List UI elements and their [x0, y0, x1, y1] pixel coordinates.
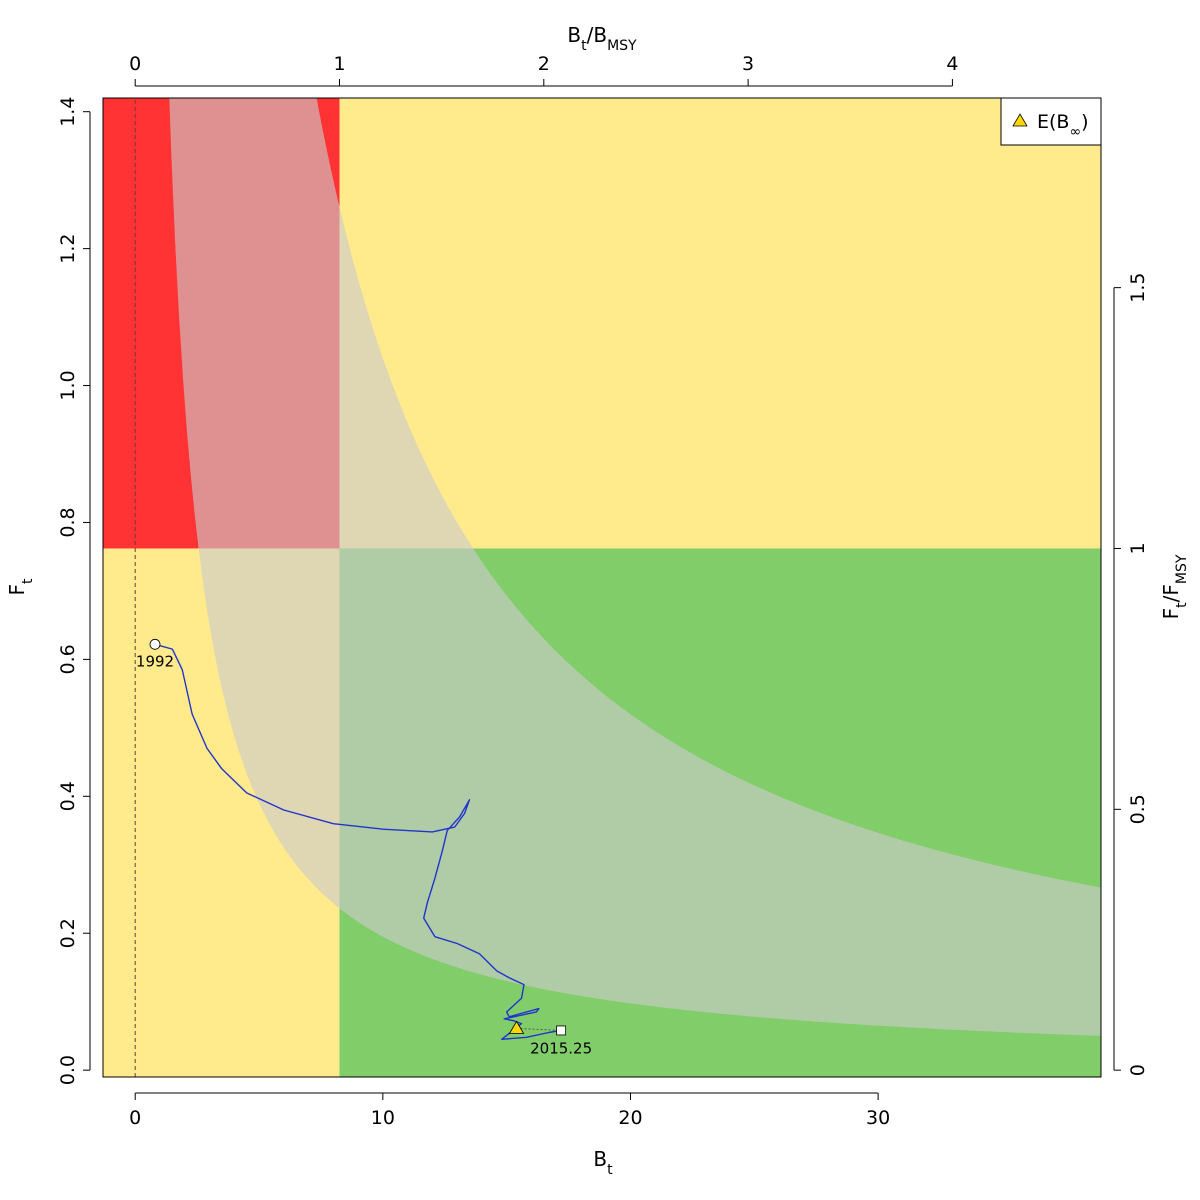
trajectory-line: [154, 643, 562, 1041]
left-tick-label: 0.6: [57, 644, 79, 674]
legend-triangle-icon: [1012, 113, 1028, 127]
top-tick-label: 4: [946, 53, 958, 75]
right-axis-title: Ft/FMSY: [1159, 554, 1190, 619]
left-tick-label: 1.0: [57, 370, 79, 400]
right-tick-label: 1.5: [1127, 273, 1149, 303]
zone-overfishing: [339, 98, 1101, 549]
x-axis-title: Bt: [593, 1147, 613, 1178]
top-tick-label: 2: [538, 53, 550, 75]
right-tick-label: 0: [1127, 1064, 1149, 1076]
end-point: [556, 1025, 567, 1036]
bottom-tick-label: 10: [371, 1107, 395, 1129]
legend: E(B∞): [1000, 97, 1102, 146]
trajectory: 1992 2015.25: [136, 638, 592, 1057]
plot-frame: [102, 97, 1102, 1078]
start-point: [149, 638, 161, 650]
start-year-label: 1992: [136, 652, 174, 670]
axes: 0 10 20 30 0.0 0.2 0.4 0.6 0.8 1.0 1.2 1.4 0 1 2 3 4 0 0.5…: [5, 23, 1190, 1178]
left-tick-label: 0.2: [57, 918, 79, 948]
left-tick-label: 0.4: [57, 781, 79, 811]
right-tick-label: 1: [1127, 542, 1149, 554]
left-tick-label: 1.2: [57, 234, 79, 264]
legend-label: E(B∞): [1037, 111, 1089, 140]
end-year-label: 2015.25: [530, 1039, 592, 1057]
left-tick-label: 0.0: [57, 1055, 79, 1085]
bottom-tick-label: 20: [618, 1107, 642, 1129]
bottom-tick-label: 0: [129, 1107, 141, 1129]
left-tick-label: 1.4: [57, 97, 79, 127]
msy-band: [169, 98, 1101, 1036]
expected-biomass-marker: [508, 1020, 525, 1034]
top-tick-label: 1: [333, 53, 345, 75]
y-axis-title: Ft: [5, 578, 36, 596]
bottom-tick-label: 30: [866, 1107, 890, 1129]
top-axis-title: Bt/BMSY: [567, 23, 637, 54]
left-tick-label: 0.8: [57, 507, 79, 537]
top-tick-label: 3: [742, 53, 754, 75]
msy-confidence-band: [169, 98, 1101, 1036]
right-tick-label: 0.5: [1127, 794, 1149, 824]
expected-link: [516, 1027, 562, 1031]
top-tick-label: 0: [129, 53, 141, 75]
